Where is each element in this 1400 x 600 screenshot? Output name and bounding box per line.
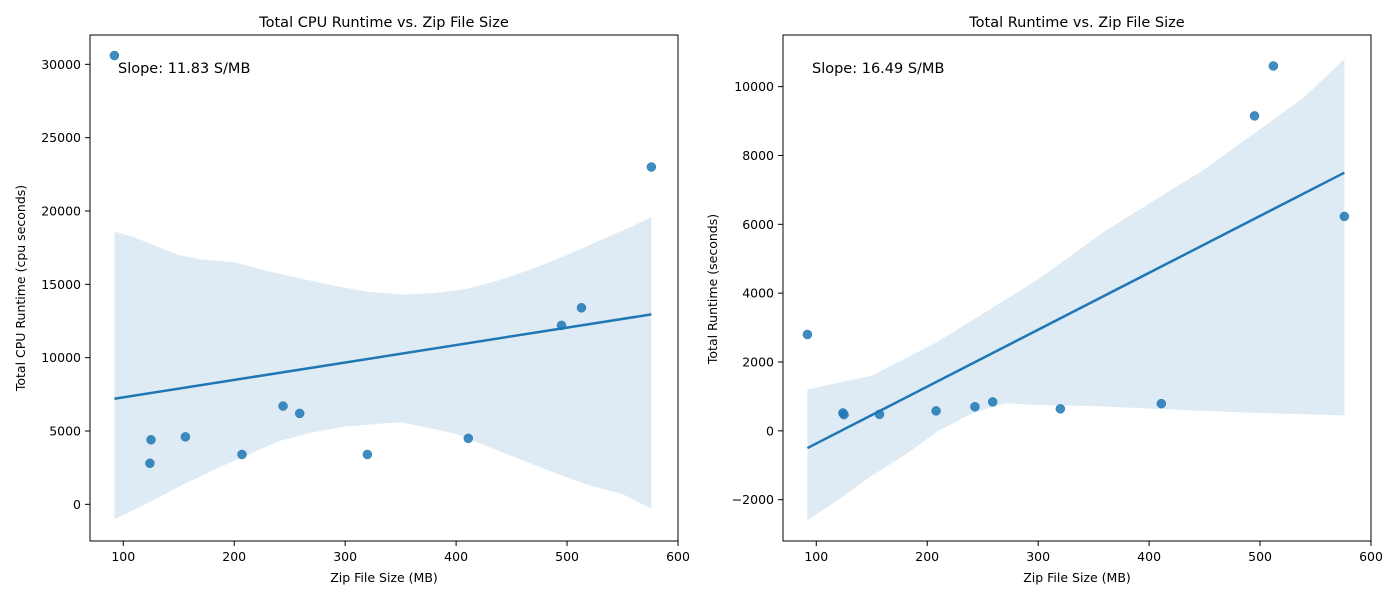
- plot-frame: [782, 34, 1372, 542]
- data-point: [278, 401, 288, 411]
- data-point: [576, 303, 587, 313]
- x-tick-label: 200: [915, 549, 939, 564]
- x-tick-label: 100: [111, 549, 135, 564]
- data-point: [1156, 398, 1167, 409]
- data-point: [362, 449, 373, 460]
- data-point: [1055, 404, 1066, 414]
- x-tick-label: 400: [444, 549, 468, 564]
- chart-title: Total Runtime vs. Zip File Size: [968, 15, 1184, 31]
- chart-title: Total CPU Runtime vs. Zip File Size: [258, 15, 509, 31]
- x-axis-label: Zip File Size (MB): [330, 570, 438, 585]
- data-point: [556, 320, 567, 331]
- data-point: [237, 449, 247, 460]
- y-tick-label: 10000: [41, 350, 81, 365]
- y-tick-label: 2000: [742, 355, 774, 370]
- plot-frame: [89, 34, 679, 542]
- data-point: [180, 432, 191, 442]
- y-tick-label: 0: [73, 497, 81, 512]
- confidence-band: [114, 216, 652, 519]
- y-axis-label: Total CPU Runtime (cpu seconds): [13, 185, 28, 392]
- y-tick-label: −2000: [732, 492, 774, 507]
- data-point: [1268, 61, 1279, 71]
- x-tick-label: 200: [222, 549, 246, 564]
- data-point: [463, 433, 474, 444]
- x-tick-label: 300: [1026, 549, 1050, 564]
- data-point: [146, 435, 156, 445]
- data-point: [970, 402, 980, 412]
- y-tick-label: 25000: [41, 130, 81, 145]
- x-tick-label: 400: [1137, 549, 1161, 564]
- y-tick-label: 10000: [734, 79, 774, 94]
- y-axis-label: Total Runtime (seconds): [705, 214, 720, 365]
- y-tick-label: 6000: [742, 217, 774, 232]
- y-tick-label: 5000: [49, 424, 81, 439]
- regression-line: [806, 171, 1345, 450]
- y-tick-label: 4000: [742, 286, 774, 301]
- data-point: [931, 406, 941, 416]
- x-tick-label: 600: [1359, 549, 1383, 564]
- x-tick-label: 100: [804, 549, 828, 564]
- x-tick-label: 300: [333, 549, 357, 564]
- x-tick-label: 600: [666, 549, 690, 564]
- data-point: [294, 408, 305, 419]
- data-point: [646, 162, 657, 172]
- data-point: [109, 50, 120, 61]
- data-point: [874, 409, 885, 420]
- data-point: [1249, 111, 1260, 121]
- slope-annotation: Slope: 11.83 S/MB: [118, 61, 250, 77]
- y-tick-label: 0: [766, 423, 774, 438]
- cpu-runtime-chart: Total CPU Runtime vs. Zip File Size 100 2…: [13, 15, 690, 585]
- slope-annotation: Slope: 16.49 S/MB: [812, 61, 944, 77]
- confidence-band: [807, 59, 1345, 521]
- y-tick-label: 8000: [742, 148, 774, 163]
- data-point: [839, 409, 849, 420]
- data-point: [987, 397, 998, 407]
- data-point: [802, 329, 813, 340]
- data-point: [1339, 211, 1350, 222]
- x-axis-label: Zip File Size (MB): [1023, 570, 1131, 585]
- x-tick-label: 500: [555, 549, 579, 564]
- y-tick-label: 20000: [41, 204, 81, 219]
- x-tick-label: 500: [1248, 549, 1272, 564]
- y-tick-label: 15000: [41, 277, 81, 292]
- y-tick-label: 30000: [41, 57, 81, 72]
- total-runtime-chart: Total Runtime vs. Zip File Size 100 200 30…: [705, 15, 1383, 585]
- data-point: [145, 458, 155, 469]
